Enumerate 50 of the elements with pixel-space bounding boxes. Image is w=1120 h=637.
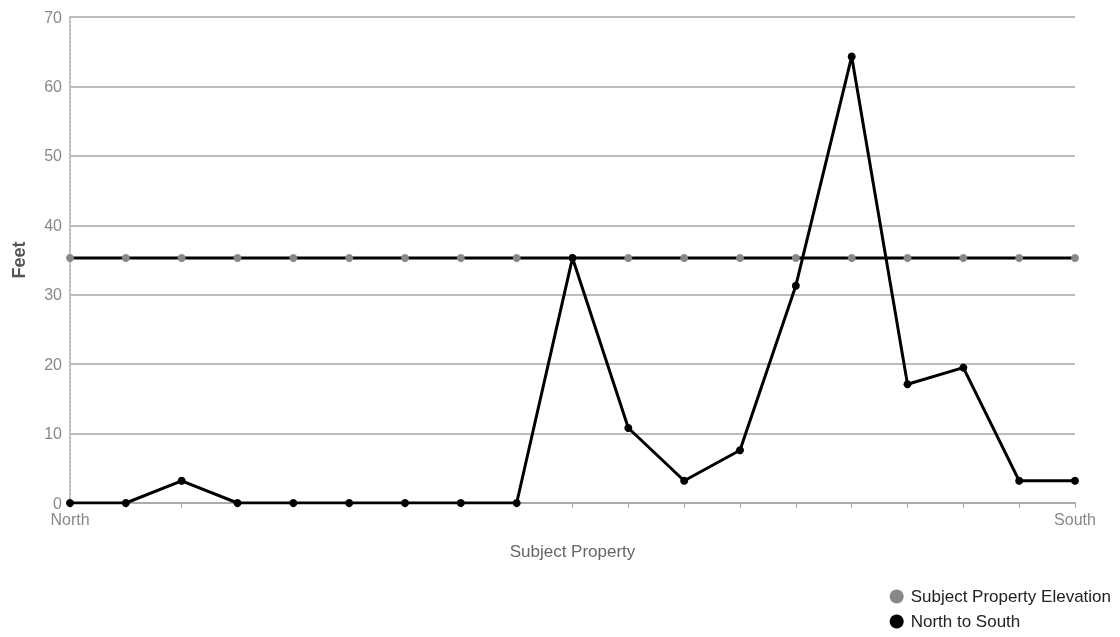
point: [1071, 476, 1079, 485]
point: [401, 253, 409, 262]
point: [680, 253, 689, 262]
point: [1015, 253, 1024, 262]
point: [401, 499, 409, 507]
point: [847, 253, 856, 262]
point: [456, 499, 465, 507]
point: [289, 499, 298, 507]
point: [624, 253, 633, 262]
point: [1071, 253, 1079, 262]
y-tick-label: 20: [44, 355, 63, 373]
point: [903, 253, 912, 262]
point: [233, 253, 242, 262]
point: [791, 253, 800, 262]
point: [233, 499, 242, 507]
legend-label: North to South: [910, 612, 1021, 631]
point: [624, 424, 633, 433]
point: [121, 499, 130, 507]
point: [959, 253, 968, 262]
point: [121, 253, 130, 262]
x-tick-label: South: [1054, 510, 1096, 528]
point: [736, 446, 744, 455]
point: [345, 499, 354, 507]
point: [345, 253, 354, 262]
point: [456, 253, 465, 262]
x-tick-label: North: [50, 510, 90, 528]
y-tick-label: 40: [44, 216, 63, 234]
y-axis-title: Feet: [9, 241, 29, 279]
point: [847, 52, 856, 61]
point: [289, 253, 298, 262]
point: [736, 253, 744, 262]
point: [680, 476, 689, 485]
point: [512, 253, 521, 262]
point: [1015, 476, 1024, 485]
point: [66, 253, 74, 262]
x-axis-title: Subject Property: [509, 542, 636, 561]
point: [512, 499, 521, 507]
y-tick-label: 0: [53, 494, 63, 512]
point: [791, 281, 800, 290]
point: [66, 499, 74, 507]
y-tick-label: 70: [44, 8, 63, 26]
legend-label: Subject Property Elevation: [910, 587, 1112, 606]
y-tick-label: 10: [44, 425, 63, 443]
y-tick-label: 60: [44, 77, 63, 95]
point: [177, 476, 186, 485]
y-tick-label: 50: [44, 147, 63, 165]
point: [959, 363, 968, 372]
y-tick-label: 30: [44, 286, 63, 304]
point: [903, 380, 912, 389]
point: [177, 253, 186, 262]
